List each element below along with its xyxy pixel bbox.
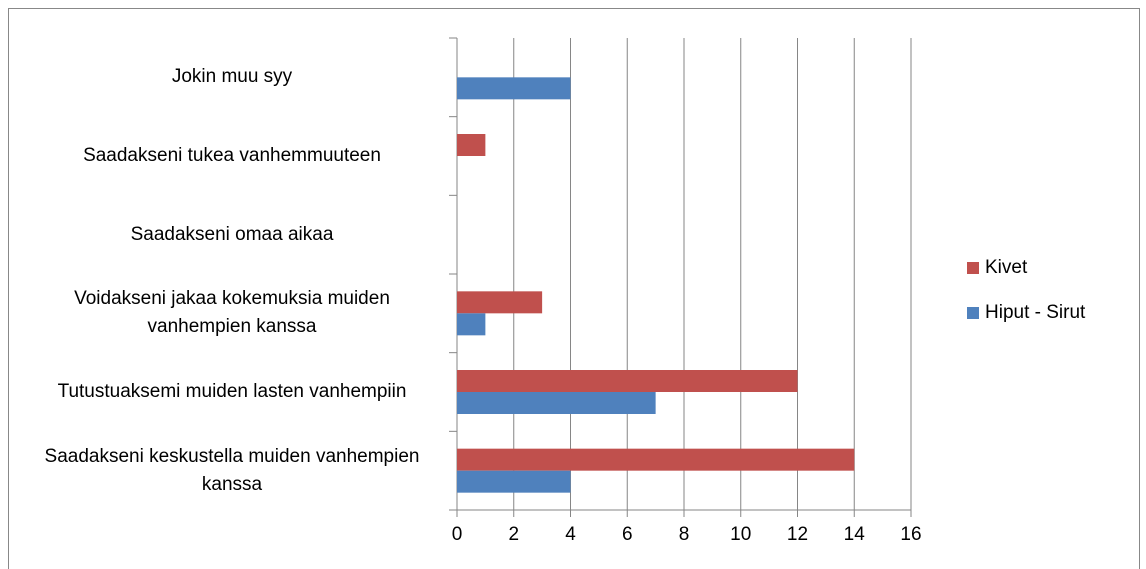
bar bbox=[457, 291, 543, 314]
bar bbox=[457, 134, 486, 156]
x-tick-label: 12 bbox=[787, 524, 808, 545]
legend-swatch bbox=[967, 307, 979, 319]
bar bbox=[457, 313, 486, 336]
y-tick-label: Saadakseni omaa aikaa bbox=[130, 223, 334, 245]
x-tick-label: 10 bbox=[730, 524, 751, 545]
legend-label: Hiput - Sirut bbox=[985, 302, 1086, 323]
bar bbox=[457, 77, 571, 100]
legend-label: Kivet bbox=[985, 257, 1028, 278]
bar bbox=[457, 370, 798, 392]
y-tick-label: Voidakseni jakaa kokemuksia muiden vanhe… bbox=[74, 288, 390, 338]
x-tick-label: 4 bbox=[565, 524, 576, 545]
x-tick-label: 2 bbox=[508, 524, 519, 545]
legend-swatch bbox=[967, 262, 979, 274]
y-tick-label: Saadakseni keskustella muiden vanhempien… bbox=[44, 445, 420, 495]
x-tick-label: 8 bbox=[679, 524, 690, 545]
chart-frame bbox=[8, 8, 1140, 569]
y-tick-label: Jokin muu syy bbox=[171, 66, 293, 88]
x-tick-label: 0 bbox=[452, 524, 463, 545]
bar bbox=[457, 470, 571, 493]
x-tick-label: 14 bbox=[844, 524, 866, 545]
x-tick-label: 16 bbox=[900, 524, 921, 545]
y-tick-label: Tutustuaksemi muiden lasten vanhempiin bbox=[57, 381, 407, 402]
y-tick-label: Saadakseni tukea vanhemmuuteen bbox=[83, 145, 381, 166]
bar bbox=[457, 448, 855, 471]
x-tick-label: 6 bbox=[622, 524, 633, 545]
bar bbox=[457, 392, 656, 414]
